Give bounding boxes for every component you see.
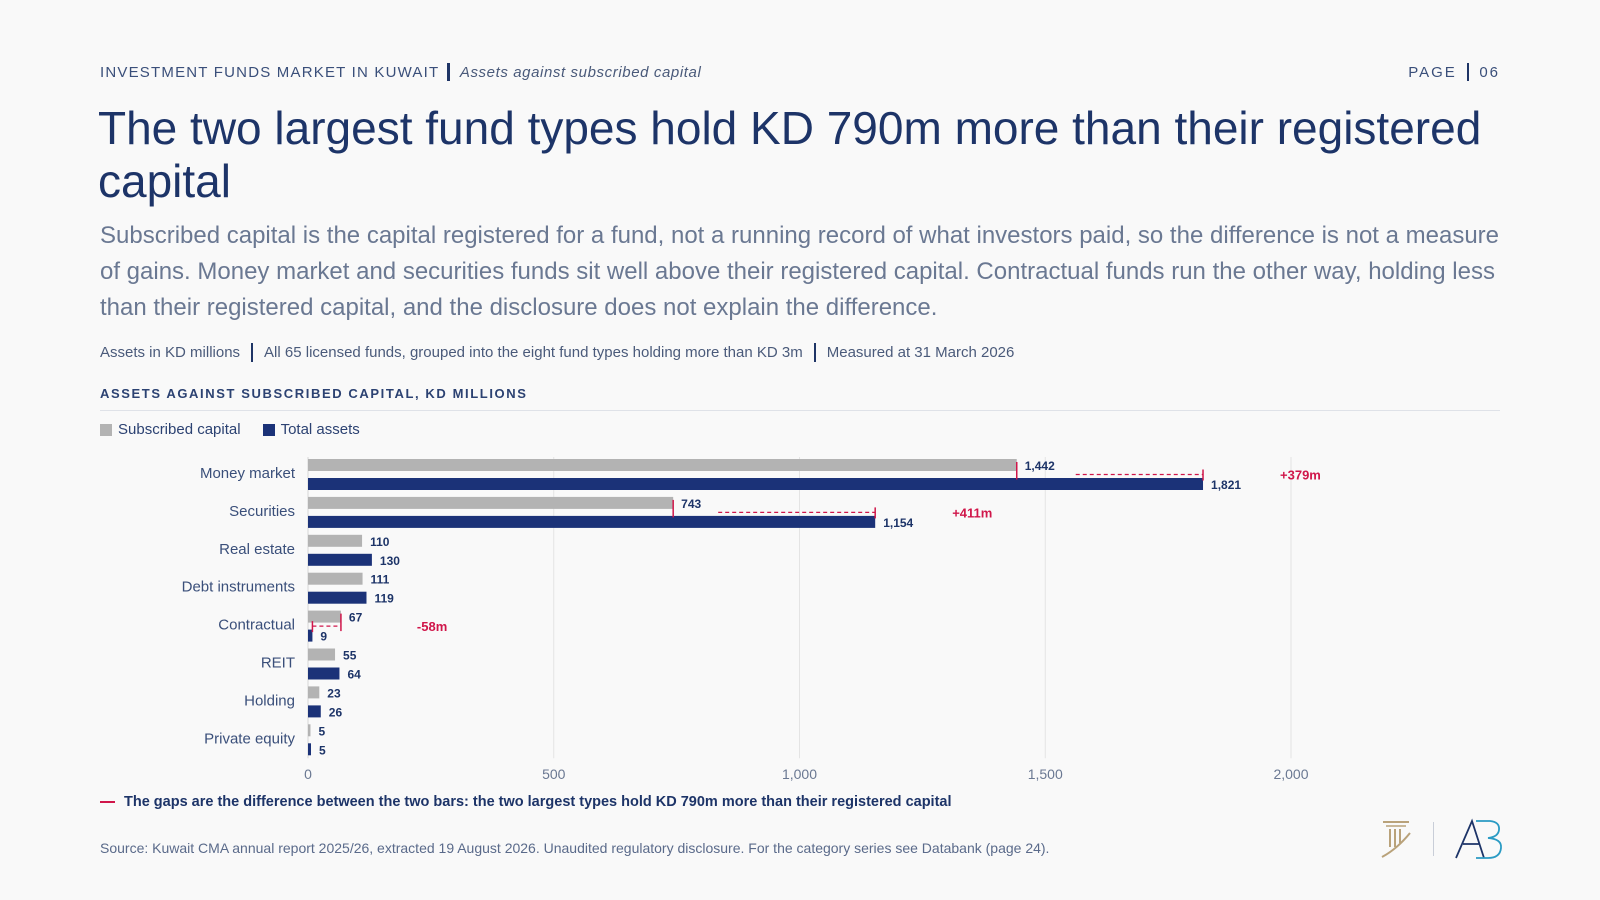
x-tick-label: 0 [304,766,312,782]
top-bar: INVESTMENT FUNDS MARKET IN KUWAIT Assets… [100,61,1500,83]
data-label-subscribed: 67 [349,611,363,625]
data-label-subscribed: 1,442 [1025,459,1055,473]
bar-subscribed-capital [308,610,341,623]
category-label: Holding [244,692,295,709]
data-label-total: 1,154 [883,516,913,530]
bar-subscribed-capital [308,572,363,585]
bar-total-assets [308,478,1204,490]
gap-label: +379m [1280,468,1321,483]
bar-subscribed-capital [308,648,336,661]
bar-total-assets [308,591,367,604]
category-label: Money market [200,465,296,482]
data-label-total: 9 [320,630,327,644]
logo-divider [1433,822,1434,856]
bar-total-assets [308,743,311,756]
meta-line: Assets in KD millions All 65 licensed fu… [100,341,1014,363]
data-label-subscribed: 110 [370,535,390,549]
bar-total-assets [308,553,372,566]
category-label: Debt instruments [182,579,295,596]
bar-subscribed-capital [308,534,363,547]
data-label-total: 119 [374,592,394,606]
data-label-subscribed: 5 [318,724,325,738]
data-label-total: 130 [380,554,400,568]
data-label-total: 26 [329,705,343,719]
section-title: Assets against subscribed capital [459,63,702,81]
legend-label-total: Total assets [280,421,360,438]
pillar-logo [1381,821,1411,858]
category-label: Private equity [204,730,295,747]
bar-total-assets [308,515,876,528]
data-label-total: 5 [319,743,326,757]
headline: The two largest fund types hold KD 790m … [98,102,1482,207]
data-label-total: 64 [347,668,361,682]
bar-subscribed-capital [308,496,674,509]
category-label: Real estate [219,541,295,558]
data-label-subscribed: 23 [327,686,341,700]
data-label-subscribed: 55 [343,649,357,663]
legend-swatch-subscribed [100,423,112,436]
data-label-total: 1,821 [1211,478,1241,492]
chart-title: ASSETS AGAINST SUBSCRIBED CAPITAL, KD MI… [100,386,528,401]
meta-separator [251,342,254,362]
bar-total-assets [308,705,321,718]
bar-subscribed-capital [308,724,311,737]
logo-group [1379,818,1504,860]
bar-subscribed-capital [308,686,320,699]
chart-title-rule [100,410,1500,411]
bar-total-assets [308,667,340,680]
category-label: Securities [229,503,295,520]
meta-date: Measured at 31 March 2026 [826,343,1015,361]
legend-label-subscribed: Subscribed capital [118,421,241,438]
category-label: REIT [261,655,295,672]
data-label-subscribed: 743 [681,497,701,511]
x-tick-label: 1,500 [1028,766,1063,782]
legend-swatch-total [262,423,275,436]
source-line: Source: Kuwait CMA annual report 2025/26… [100,840,1050,856]
page-separator [1466,63,1470,81]
ab-logo [1455,818,1502,859]
gap-label: +411m [952,505,992,520]
meta-scope: All 65 licensed funds, grouped into the … [264,343,803,361]
report-tag: INVESTMENT FUNDS MARKET IN KUWAIT Assets… [100,63,701,81]
page-number: 06 [1479,63,1500,81]
page-label: PAGE [1408,63,1457,81]
data-label-subscribed: 111 [371,573,390,587]
legend-item-total: Total assets [262,421,360,438]
gap-note-text: The gaps are the difference between the … [124,794,952,810]
x-tick-label: 2,000 [1273,766,1308,782]
x-tick-label: 500 [542,766,566,782]
gap-note-dash [100,801,115,803]
category-label: Contractual [218,617,295,634]
deck-paragraph: Subscribed capital is the capital regist… [100,222,1500,321]
legend-item-subscribed: Subscribed capital [100,421,241,438]
x-tick-label: 1,000 [782,766,817,782]
meta-separator [813,342,816,362]
page-indicator: PAGE 06 [1408,63,1500,81]
meta-units: Assets in KD millions [100,343,241,361]
chart-legend: Subscribed capital Total assets [100,421,382,438]
report-title: INVESTMENT FUNDS MARKET IN KUWAIT [100,63,440,81]
report-tag-separator [447,63,450,81]
gap-note: The gaps are the difference between the … [100,794,952,810]
bar-subscribed-capital [308,459,1017,471]
gap-label: -58m [417,619,447,634]
bar-total-assets [308,629,313,642]
